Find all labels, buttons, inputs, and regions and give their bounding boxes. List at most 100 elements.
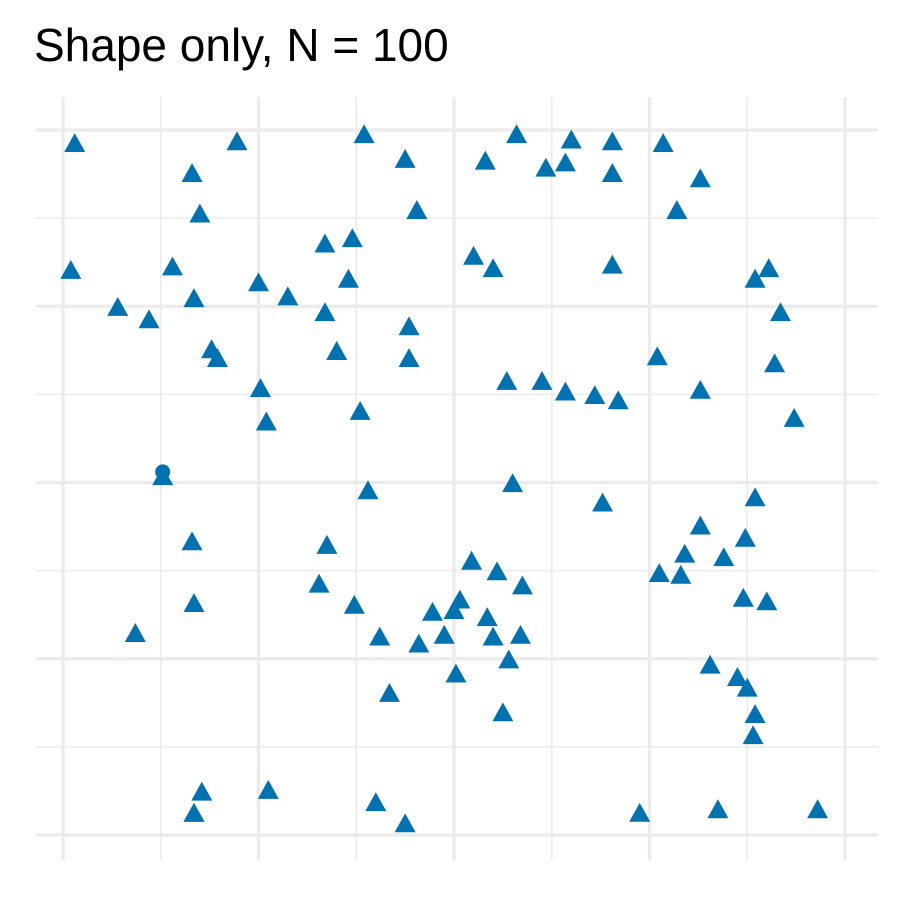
triangle-point xyxy=(326,341,348,360)
triangle-point xyxy=(699,654,721,674)
triangle-point xyxy=(349,400,371,420)
triangle-point xyxy=(689,515,711,535)
triangle-point xyxy=(277,286,299,306)
triangle-point xyxy=(255,411,277,431)
triangle-point xyxy=(421,601,443,621)
triangle-point xyxy=(138,309,160,329)
triangle-point xyxy=(226,131,248,151)
triangle-point xyxy=(736,677,758,697)
triangle-point xyxy=(60,259,82,279)
triangle-point xyxy=(189,203,211,223)
triangle-point xyxy=(482,626,504,646)
triangle-point xyxy=(498,649,520,669)
triangle-point xyxy=(181,531,203,551)
triangle-point xyxy=(433,624,455,644)
triangle-point xyxy=(201,339,223,359)
triangle-point xyxy=(486,561,508,581)
triangle-point xyxy=(535,157,557,177)
triangle-point xyxy=(666,200,688,219)
triangle-point xyxy=(257,779,279,799)
circle-point xyxy=(155,464,171,480)
triangle-point xyxy=(463,245,485,265)
triangle-point xyxy=(107,296,129,316)
triangle-point xyxy=(648,563,670,583)
triangle-point xyxy=(732,587,754,607)
triangle-point xyxy=(592,492,614,512)
triangle-point xyxy=(601,131,623,151)
triangle-point xyxy=(357,480,379,500)
triangle-point xyxy=(183,288,205,308)
triangle-point xyxy=(554,152,576,172)
triangle-point xyxy=(316,534,338,554)
triangle-point xyxy=(181,163,203,182)
triangle-point xyxy=(398,316,420,336)
triangle-point xyxy=(584,385,606,405)
triangle-point xyxy=(476,607,498,627)
triangle-point xyxy=(406,200,428,219)
triangle-point xyxy=(341,228,363,248)
triangle-point xyxy=(744,487,766,507)
triangle-point xyxy=(492,702,514,722)
triangle-point xyxy=(369,626,391,646)
triangle-point xyxy=(365,792,387,812)
triangle-point xyxy=(183,593,205,612)
triangle-point xyxy=(502,473,524,493)
triangle-point xyxy=(764,353,786,373)
triangle-point xyxy=(445,663,467,683)
triangle-point xyxy=(554,381,576,401)
triangle-point xyxy=(607,390,629,410)
triangle-point xyxy=(769,302,791,322)
triangle-point xyxy=(314,302,336,322)
triangle-point xyxy=(308,573,330,593)
triangle-point xyxy=(726,667,748,687)
triangle-point xyxy=(248,272,269,292)
triangle-point xyxy=(64,133,86,152)
triangle-point xyxy=(394,813,416,833)
triangle-point xyxy=(707,799,729,819)
triangle-point xyxy=(343,594,365,614)
triangle-point xyxy=(474,150,496,170)
triangle-point xyxy=(394,148,416,168)
triangle-point xyxy=(482,258,504,278)
triangle-point xyxy=(337,268,359,288)
triangle-point xyxy=(314,233,336,253)
triangle-point xyxy=(183,802,205,822)
triangle-point xyxy=(629,802,651,822)
triangle-point xyxy=(443,600,465,620)
triangle-point xyxy=(744,268,766,288)
chart-title: Shape only, N = 100 xyxy=(34,19,449,71)
triangle-point xyxy=(509,624,531,644)
triangle-point xyxy=(807,799,829,819)
triangle-point xyxy=(652,133,674,152)
triangle-point xyxy=(398,348,420,367)
triangle-point xyxy=(506,124,528,144)
triangle-point xyxy=(713,547,735,567)
triangle-point xyxy=(601,163,623,182)
triangle-point xyxy=(734,527,756,547)
triangle-point xyxy=(674,543,696,563)
triangle-point xyxy=(408,633,430,653)
triangle-point xyxy=(124,623,146,642)
triangle-point xyxy=(646,346,668,366)
triangle-point xyxy=(689,168,711,188)
triangle-point xyxy=(191,781,213,801)
triangle-point xyxy=(496,371,518,390)
triangle-point xyxy=(670,564,692,584)
triangle-point xyxy=(742,725,764,745)
triangle-point xyxy=(560,129,582,149)
triangle-point xyxy=(161,256,183,276)
triangle-point xyxy=(249,378,271,397)
triangle-point xyxy=(689,379,711,399)
triangle-point xyxy=(353,124,375,144)
triangle-point xyxy=(758,258,780,278)
triangle-point xyxy=(756,591,778,611)
triangle-point xyxy=(601,254,623,274)
triangle-point xyxy=(531,371,553,390)
triangle-point xyxy=(378,682,400,702)
triangle-point xyxy=(461,550,483,570)
triangle-point xyxy=(744,704,766,724)
triangle-point xyxy=(783,408,805,427)
triangle-point xyxy=(511,575,533,595)
